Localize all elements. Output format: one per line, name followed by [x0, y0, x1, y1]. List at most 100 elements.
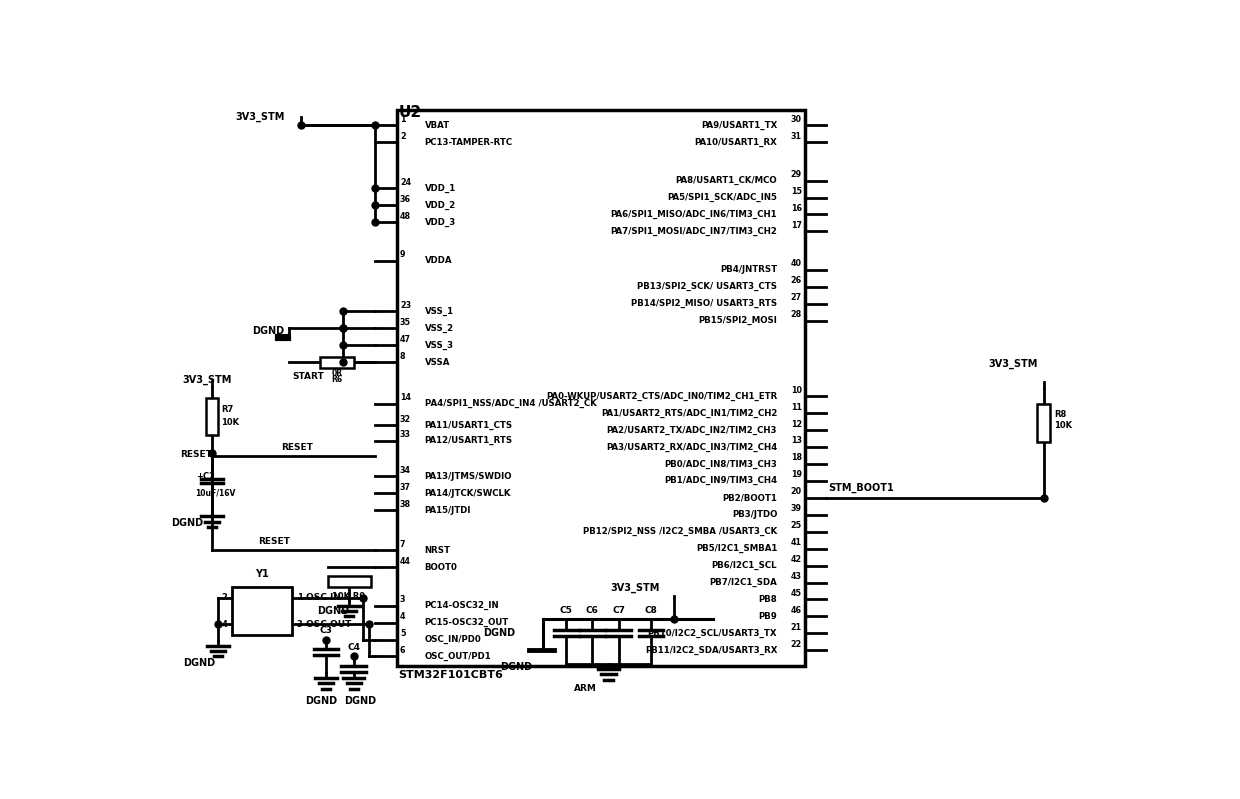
Text: 3V3_STM: 3V3_STM	[182, 375, 232, 385]
Text: 11: 11	[791, 403, 802, 411]
Bar	[397, 109, 805, 666]
Text: PB15/SPI2_MOSI: PB15/SPI2_MOSI	[698, 316, 777, 325]
Text: 43: 43	[791, 572, 802, 581]
Text: 20: 20	[791, 487, 802, 496]
Text: 45: 45	[791, 589, 802, 598]
Text: VDDA: VDDA	[424, 256, 453, 265]
Text: 22: 22	[791, 640, 802, 649]
Text: PA10/USART1_RX: PA10/USART1_RX	[694, 137, 777, 147]
Text: 26: 26	[791, 276, 802, 285]
Text: 36: 36	[399, 195, 410, 204]
Text: 0R: 0R	[331, 369, 342, 378]
Text: 3V3_STM: 3V3_STM	[611, 582, 660, 593]
Text: PA8/USART1_CK/MCO: PA8/USART1_CK/MCO	[676, 176, 777, 185]
Text: 27: 27	[791, 293, 802, 302]
Text: PA3/USART2_RX/ADC_IN3/TIM2_CH4: PA3/USART2_RX/ADC_IN3/TIM2_CH4	[606, 443, 777, 451]
Text: PB11/I2C2_SDA/USART3_RX: PB11/I2C2_SDA/USART3_RX	[645, 646, 777, 655]
Bar	[327, 576, 371, 587]
Text: 31: 31	[791, 132, 802, 141]
Text: 3: 3	[399, 595, 405, 604]
Text: PB14/SPI2_MISO/ USART3_RTS: PB14/SPI2_MISO/ USART3_RTS	[631, 299, 777, 308]
Text: PB9: PB9	[759, 612, 777, 621]
Text: VBAT: VBAT	[424, 121, 450, 129]
Text: RESET: RESET	[258, 538, 290, 547]
Text: 3: 3	[296, 619, 303, 629]
Text: PB6/I2C1_SCL: PB6/I2C1_SCL	[712, 561, 777, 570]
Text: 8: 8	[399, 352, 405, 361]
Text: PB8: PB8	[759, 595, 777, 604]
Text: STM32F101CBT6: STM32F101CBT6	[398, 670, 503, 679]
Text: C7: C7	[613, 606, 625, 615]
Text: 28: 28	[791, 310, 802, 319]
Text: BOOT0: BOOT0	[424, 562, 458, 571]
Text: C8: C8	[645, 606, 657, 615]
Text: PB2/BOOT1: PB2/BOOT1	[723, 493, 777, 503]
Text: DGND: DGND	[305, 697, 337, 706]
Text: R6: R6	[331, 376, 342, 384]
Text: 19: 19	[791, 471, 802, 479]
Text: OSC_OUT/PD1: OSC_OUT/PD1	[424, 652, 491, 661]
Text: 48: 48	[399, 212, 410, 221]
Text: 38: 38	[399, 499, 410, 509]
Text: VSS_3: VSS_3	[424, 341, 454, 350]
Text: 10K R9: 10K R9	[332, 592, 366, 601]
Text: PA0-WKUP/USART2_CTS/ADC_IN0/TIM2_CH1_ETR: PA0-WKUP/USART2_CTS/ADC_IN0/TIM2_CH1_ETR	[546, 392, 777, 401]
Text: DGND: DGND	[171, 518, 203, 528]
Text: DGND: DGND	[500, 662, 532, 672]
Text: PB1/ADC_IN9/TIM3_CH4: PB1/ADC_IN9/TIM3_CH4	[665, 476, 777, 486]
Text: STM_BOOT1: STM_BOOT1	[828, 483, 894, 493]
Text: 3V3_STM: 3V3_STM	[988, 359, 1038, 369]
Text: ARM: ARM	[574, 684, 596, 694]
Text: 30: 30	[791, 114, 802, 124]
Text: DGND: DGND	[484, 628, 516, 638]
Text: 47: 47	[399, 335, 410, 344]
Text: 24: 24	[399, 177, 410, 187]
Text: PA12/USART1_RTS: PA12/USART1_RTS	[424, 436, 512, 445]
Text: 10: 10	[791, 386, 802, 395]
Text: 2: 2	[222, 594, 227, 602]
Text: 7: 7	[399, 539, 405, 549]
Text: DGND: DGND	[317, 606, 350, 615]
Text: PA4/SPI1_NSS/ADC_IN4 /USART2_CK: PA4/SPI1_NSS/ADC_IN4 /USART2_CK	[424, 400, 596, 408]
Text: 34: 34	[399, 466, 410, 475]
Text: 10uF/16V: 10uF/16V	[195, 488, 236, 498]
Text: RESET: RESET	[281, 443, 314, 451]
Text: PA13/JTMS/SWDIO: PA13/JTMS/SWDIO	[424, 471, 512, 481]
Text: RESET: RESET	[180, 450, 212, 459]
Text: C3: C3	[320, 626, 332, 635]
Text: VDD_3: VDD_3	[424, 217, 456, 227]
Text: 42: 42	[791, 555, 802, 564]
Text: C6: C6	[587, 606, 599, 615]
Text: 2: 2	[399, 132, 405, 141]
Text: 35: 35	[399, 318, 410, 327]
Text: 32: 32	[399, 415, 410, 424]
Text: 17: 17	[791, 221, 802, 230]
Text: 15: 15	[791, 187, 802, 196]
Text: PB5/I2C1_SMBA1: PB5/I2C1_SMBA1	[696, 544, 777, 553]
Text: 44: 44	[399, 557, 410, 566]
Text: PA2/USART2_TX/ADC_IN2/TIM2_CH3: PA2/USART2_TX/ADC_IN2/TIM2_CH3	[606, 426, 777, 435]
Text: R7: R7	[221, 405, 233, 415]
Text: DGND: DGND	[252, 327, 284, 336]
Text: 10K: 10K	[221, 418, 239, 427]
Text: C5: C5	[559, 606, 573, 615]
Text: PB10/I2C2_SCL/USART3_TX: PB10/I2C2_SCL/USART3_TX	[647, 629, 777, 638]
Text: PA6/SPI1_MISO/ADC_IN6/TIM3_CH1: PA6/SPI1_MISO/ADC_IN6/TIM3_CH1	[610, 210, 777, 219]
Text: 12: 12	[791, 419, 802, 428]
Text: PA15/JTDI: PA15/JTDI	[424, 506, 471, 515]
Text: 1: 1	[296, 594, 303, 602]
Text: R8: R8	[1054, 410, 1066, 419]
Text: 1: 1	[399, 114, 405, 124]
Text: 5: 5	[399, 629, 405, 638]
Text: NRST: NRST	[424, 546, 450, 555]
Text: PB13/SPI2_SCK/ USART3_CTS: PB13/SPI2_SCK/ USART3_CTS	[637, 282, 777, 292]
Text: 37: 37	[399, 483, 410, 491]
Text: PB0/ADC_IN8/TIM3_CH3: PB0/ADC_IN8/TIM3_CH3	[665, 459, 777, 468]
Text: 10K: 10K	[1054, 421, 1073, 430]
Text: +C2: +C2	[197, 471, 216, 481]
Text: VDD_2: VDD_2	[424, 201, 456, 210]
Text: DGND: DGND	[184, 658, 216, 668]
Text: DGND: DGND	[343, 697, 376, 706]
Text: PA11/USART1_CTS: PA11/USART1_CTS	[424, 421, 512, 430]
Text: START: START	[293, 372, 325, 380]
